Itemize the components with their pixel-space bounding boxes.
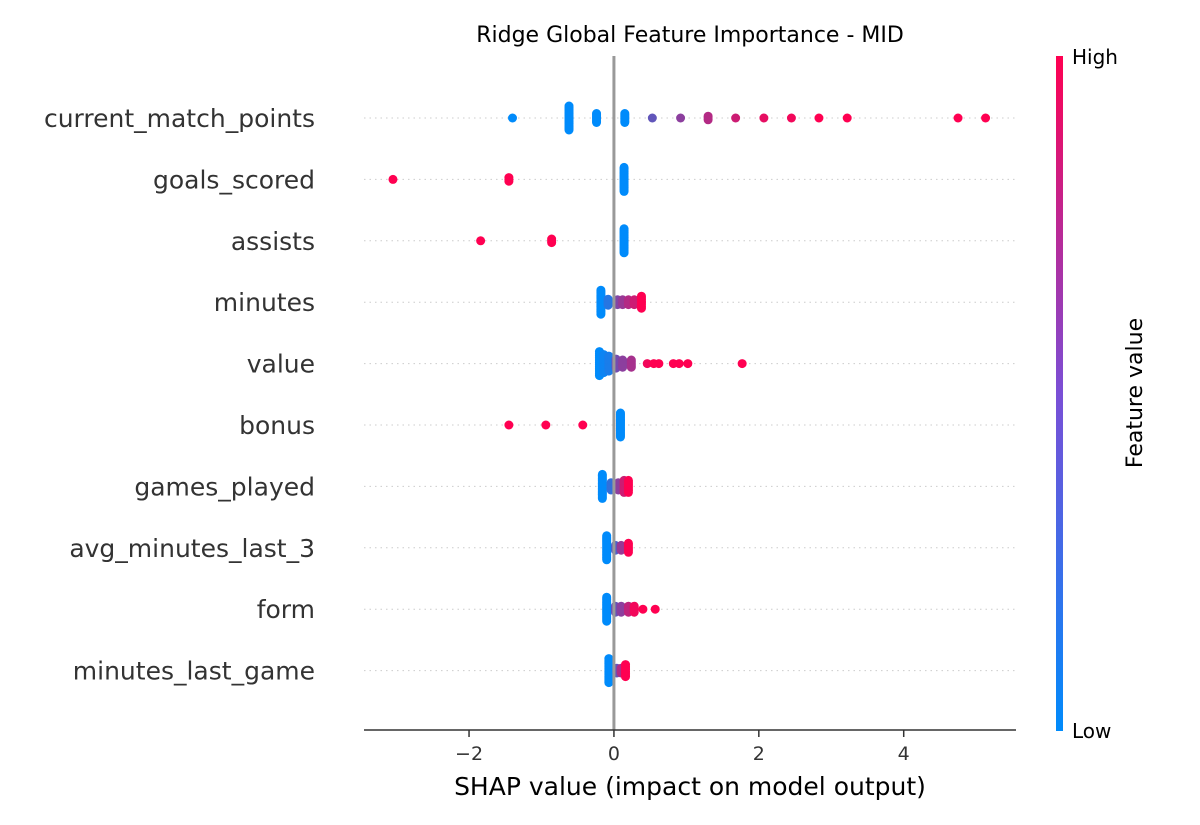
shap-point [504, 420, 514, 430]
shap-point [642, 359, 652, 369]
shap-point [981, 113, 991, 123]
feature-label: form [257, 595, 315, 624]
shap-point [703, 115, 713, 125]
colorbar [1056, 56, 1063, 731]
shap-point [654, 359, 664, 369]
x-tick-label: 2 [753, 743, 765, 765]
shap-point [476, 236, 486, 246]
shap-points [388, 101, 991, 688]
shap-point [737, 359, 747, 369]
shap-point [676, 113, 686, 123]
shap-point [618, 362, 628, 372]
shap-point [602, 616, 612, 626]
shap-point [592, 118, 602, 127]
x-tick-label: 4 [898, 743, 910, 765]
shap-point [596, 309, 606, 319]
shap-point [650, 604, 660, 614]
shap-point [683, 359, 693, 369]
shap-point [623, 547, 633, 557]
shap-point [616, 607, 626, 617]
shap-point [626, 362, 636, 372]
shap-point [621, 672, 631, 682]
shap-point [597, 493, 607, 503]
shap-point [674, 359, 684, 369]
x-tick-label: −2 [455, 743, 483, 765]
shap-point [504, 176, 514, 186]
shap-point [604, 366, 614, 376]
colorbar-high-label: High [1072, 45, 1118, 69]
x-axis-ticks: −2 0 2 4 [455, 730, 910, 765]
feature-label: assists [231, 227, 315, 256]
shap-point [731, 113, 741, 123]
shap-point [619, 186, 629, 196]
x-tick-label: 0 [608, 743, 620, 765]
shap-point [623, 487, 633, 497]
feature-label: minutes [214, 288, 315, 317]
feature-label: goals_scored [153, 165, 315, 194]
shap-point [603, 300, 613, 310]
shap-point [615, 432, 625, 442]
shap-point [636, 303, 646, 313]
feature-label: bonus [239, 411, 315, 440]
shap-point [564, 125, 574, 135]
shap-point [759, 113, 769, 123]
feature-label: avg_minutes_last_3 [69, 534, 315, 563]
shap-point [620, 118, 630, 127]
feature-label: games_played [134, 472, 315, 501]
shap-point [578, 420, 588, 430]
shap-point [953, 113, 963, 123]
shap-point [602, 555, 612, 565]
chart-title: Ridge Global Feature Importance - MID [476, 23, 904, 48]
feature-label: value [247, 350, 315, 379]
shap-point [388, 174, 398, 184]
shap-point [638, 604, 648, 614]
colorbar-title: Feature value [1123, 318, 1148, 468]
shap-point [629, 300, 639, 310]
colorbar-low-label: Low [1072, 719, 1111, 743]
x-axis-label: SHAP value (impact on model output) [454, 772, 926, 801]
shap-point [541, 420, 551, 430]
shap-point [508, 113, 518, 123]
shap-point [629, 607, 639, 617]
shap-point [619, 248, 629, 258]
feature-label: minutes_last_game [73, 657, 315, 686]
shap-point [604, 678, 614, 688]
shap-point [547, 238, 557, 248]
shap-point [616, 545, 626, 555]
shap-point [647, 113, 657, 123]
feature-label: current_match_points [44, 104, 315, 133]
shap-point [786, 113, 796, 123]
shap-point [814, 113, 824, 123]
shap-point [842, 113, 852, 123]
